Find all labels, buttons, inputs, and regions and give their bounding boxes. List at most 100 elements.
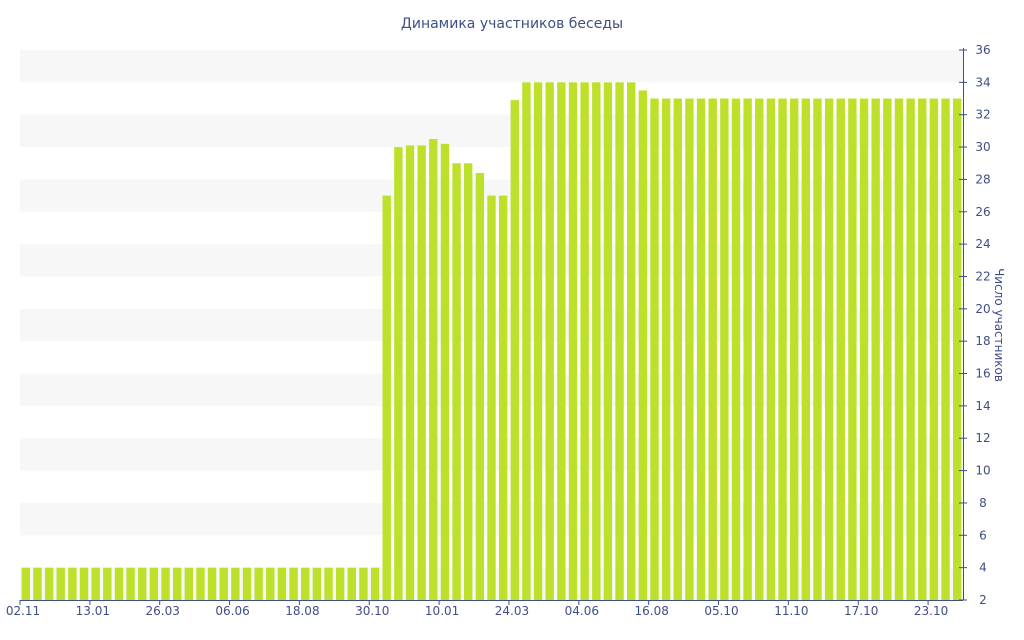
x-tick-label: 30.10 bbox=[355, 604, 389, 618]
y-axis-title: Число участников bbox=[992, 268, 1006, 382]
bar bbox=[790, 98, 799, 600]
bar bbox=[184, 567, 193, 600]
bar bbox=[242, 567, 252, 600]
bar bbox=[661, 98, 671, 600]
bar bbox=[219, 567, 228, 600]
y-tick-label: 12 bbox=[975, 431, 990, 445]
bar bbox=[277, 567, 287, 600]
bar bbox=[941, 98, 950, 600]
bar bbox=[918, 98, 927, 600]
bar bbox=[673, 98, 682, 600]
bar bbox=[429, 138, 438, 600]
bar bbox=[615, 82, 624, 601]
bar bbox=[627, 82, 636, 601]
y-tick-label: 10 bbox=[975, 464, 990, 478]
bar bbox=[510, 100, 519, 601]
bar bbox=[801, 98, 811, 600]
x-tick-label: 11.10 bbox=[774, 604, 808, 618]
y-tick-label: 16 bbox=[975, 367, 990, 381]
bar bbox=[650, 98, 659, 600]
bar bbox=[56, 567, 65, 600]
bar bbox=[161, 567, 170, 600]
x-tick-label: 18.08 bbox=[285, 604, 319, 618]
y-tick-label: 22 bbox=[975, 269, 990, 283]
chart-title: Динамика участников беседы bbox=[401, 16, 623, 32]
bar bbox=[452, 163, 461, 601]
bar bbox=[824, 98, 834, 600]
bar bbox=[522, 82, 531, 601]
bar bbox=[720, 98, 729, 600]
bar bbox=[848, 98, 857, 600]
x-tick-label: 16.08 bbox=[634, 604, 668, 618]
x-tick-label: 26.03 bbox=[146, 604, 180, 618]
grid-band bbox=[20, 50, 963, 83]
x-tick-label: 05.10 bbox=[704, 604, 738, 618]
bar bbox=[708, 98, 717, 600]
bar bbox=[952, 98, 962, 600]
bar bbox=[394, 147, 403, 600]
bar bbox=[685, 98, 694, 600]
y-tick-label: 28 bbox=[975, 172, 990, 186]
bar bbox=[592, 82, 601, 601]
y-tick-label: 6 bbox=[979, 528, 987, 542]
bar bbox=[172, 567, 182, 600]
bar bbox=[557, 82, 566, 601]
bar bbox=[149, 567, 159, 600]
bar bbox=[33, 567, 42, 600]
y-tick-label: 30 bbox=[975, 140, 990, 154]
x-tick-label: 06.06 bbox=[215, 604, 249, 618]
bar bbox=[766, 98, 776, 600]
x-tick-label: 13.01 bbox=[76, 604, 110, 618]
bar bbox=[533, 82, 543, 601]
bar bbox=[638, 90, 648, 600]
bar bbox=[731, 98, 741, 600]
bar bbox=[289, 567, 298, 600]
x-tick-label: 24.03 bbox=[495, 604, 529, 618]
bar bbox=[405, 145, 415, 600]
y-tick-label: 24 bbox=[975, 237, 990, 251]
bar bbox=[196, 567, 205, 600]
y-tick-label: 4 bbox=[979, 561, 987, 575]
bar bbox=[91, 567, 100, 600]
bar bbox=[254, 567, 263, 600]
bar bbox=[312, 567, 322, 600]
bar bbox=[370, 567, 380, 600]
y-tick-label: 8 bbox=[979, 496, 987, 510]
bar bbox=[417, 145, 426, 600]
bar bbox=[603, 82, 613, 601]
y-tick-label: 36 bbox=[975, 43, 990, 57]
x-tick-label: 10.01 bbox=[425, 604, 459, 618]
x-tick-label: 04.06 bbox=[565, 604, 599, 618]
bar bbox=[836, 98, 845, 600]
bar bbox=[580, 82, 589, 601]
bar bbox=[440, 143, 450, 600]
y-tick-label: 34 bbox=[975, 75, 990, 89]
bar bbox=[21, 567, 31, 600]
y-tick-label: 26 bbox=[975, 205, 990, 219]
bar bbox=[207, 567, 217, 600]
bar bbox=[906, 98, 915, 600]
x-axis: 02.11 13.01 26.03 06.06 18.08 30.10 10.01 24.03… bbox=[6, 600, 963, 618]
bar bbox=[382, 195, 391, 600]
bar bbox=[475, 172, 485, 600]
x-tick-label: 17.10 bbox=[844, 604, 878, 618]
bar bbox=[498, 195, 508, 600]
bar bbox=[79, 567, 89, 600]
bar bbox=[894, 98, 904, 600]
bar bbox=[324, 567, 333, 600]
bar bbox=[929, 98, 939, 600]
bar bbox=[359, 567, 368, 600]
y-tick-label: 18 bbox=[975, 334, 990, 348]
bar bbox=[335, 567, 345, 600]
bar bbox=[44, 567, 54, 600]
bar bbox=[114, 567, 124, 600]
bar bbox=[266, 567, 275, 600]
y-tick-label: 14 bbox=[975, 399, 990, 413]
bar bbox=[568, 82, 578, 601]
bar bbox=[696, 98, 706, 600]
bar bbox=[347, 567, 356, 600]
bar bbox=[487, 195, 496, 600]
x-tick-label: 23.10 bbox=[914, 604, 948, 618]
